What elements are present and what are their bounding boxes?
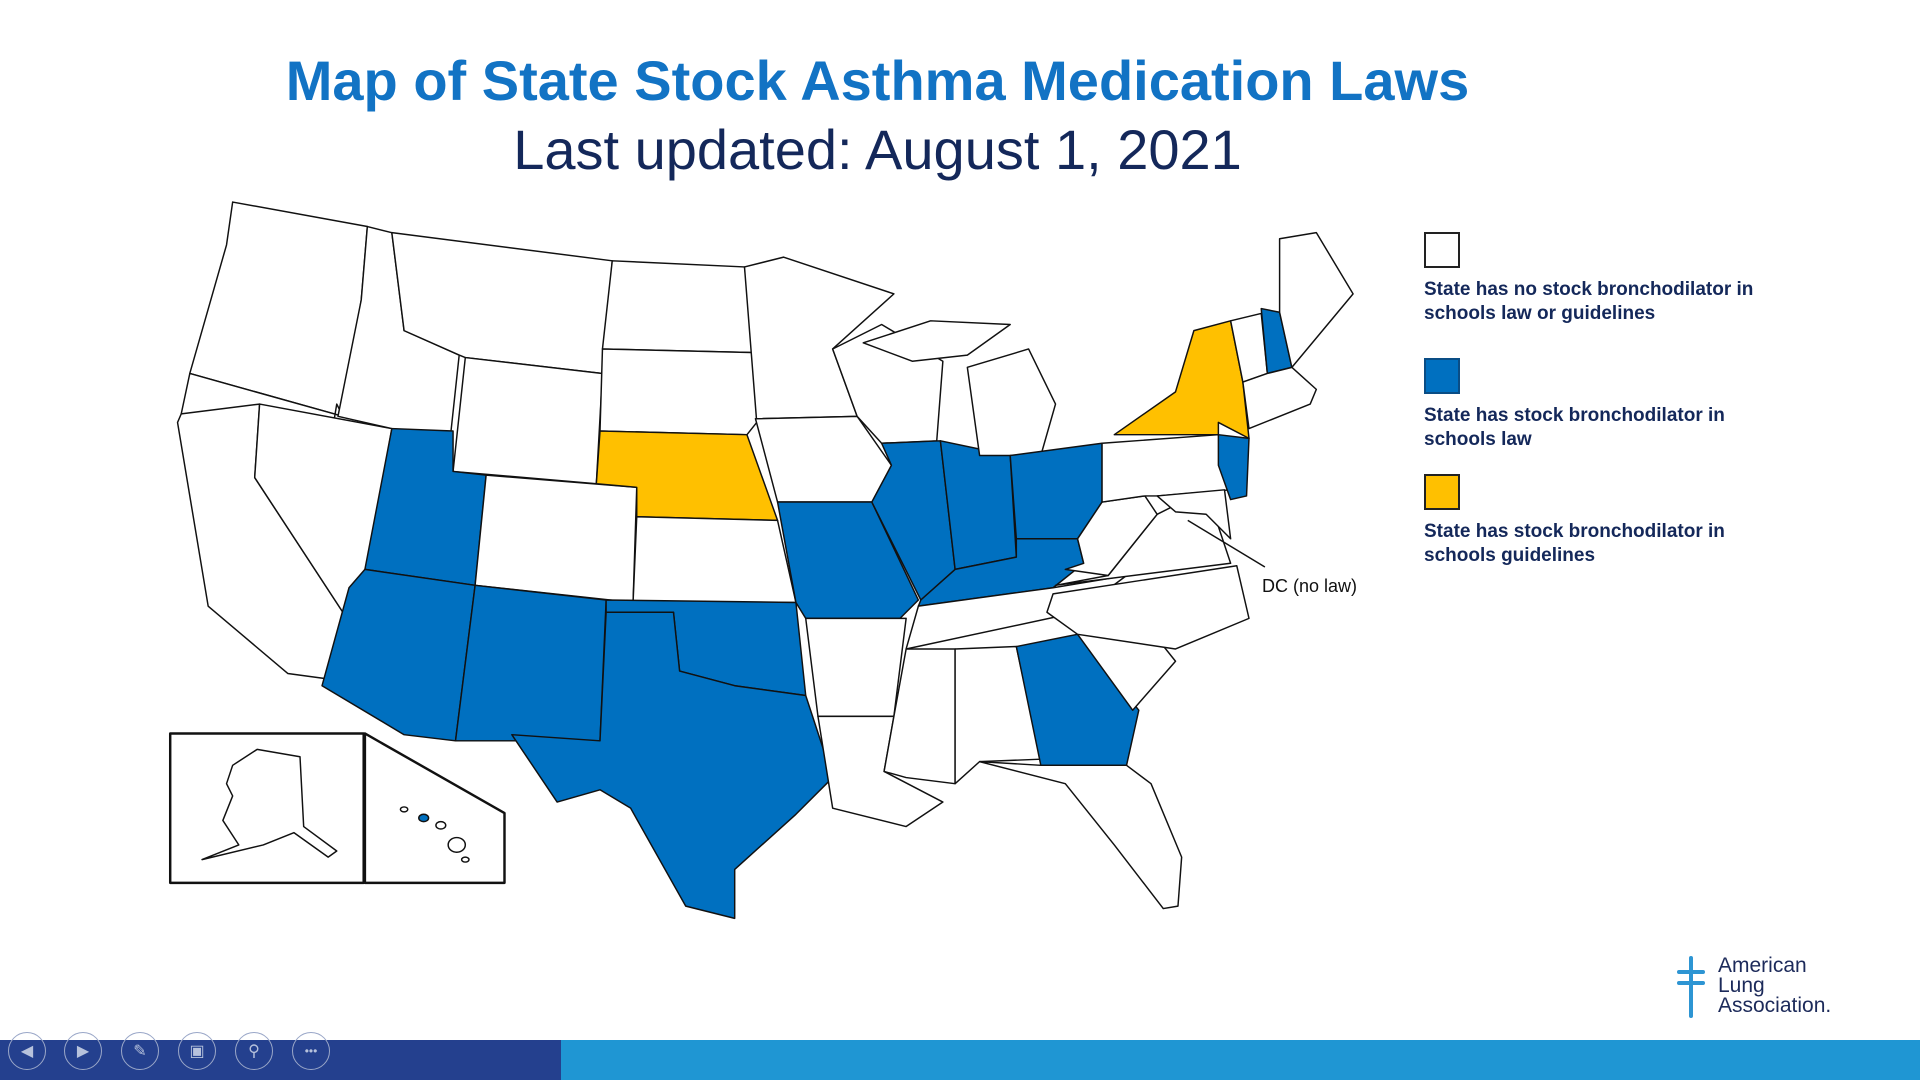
page-subtitle: Last updated: August 1, 2021 — [513, 118, 1242, 181]
state-mi — [862, 320, 1011, 362]
arrow-left-icon: ◀ — [20, 1043, 34, 1060]
state-md — [1156, 489, 1232, 540]
legend-item-law: State has stock bronchodilator in school… — [1424, 358, 1754, 452]
legend-swatch-blue — [1424, 358, 1460, 394]
next-slide-button[interactable]: ▶ — [64, 1032, 102, 1070]
state-sd — [599, 348, 758, 436]
state-wy — [452, 356, 604, 485]
dc-label: DC (no law) — [1262, 576, 1358, 596]
page-title: Map of State Stock Asthma Medication Law… — [285, 49, 1470, 112]
state-nd — [601, 260, 757, 354]
state-hi-island — [399, 806, 409, 813]
legend-swatch-yellow — [1424, 474, 1460, 510]
logo-line: Lung — [1718, 974, 1765, 997]
logo-line: Association. — [1718, 994, 1832, 1017]
pen-icon: ✎ — [133, 1043, 147, 1060]
state-hi-island — [435, 820, 447, 830]
see-all-slides-button[interactable]: ▣ — [178, 1032, 216, 1070]
lorraine-cross-icon — [1677, 956, 1705, 1018]
state-hi-island — [447, 836, 467, 853]
hawaii-inset-box — [363, 732, 506, 885]
legend-item-guidelines: State has stock bronchodilator in school… — [1424, 474, 1754, 568]
state-me — [1278, 231, 1354, 369]
state-co — [474, 474, 638, 604]
pen-tool-button[interactable]: ✎ — [121, 1032, 159, 1070]
arrow-right-icon: ▶ — [76, 1043, 90, 1060]
state-nm — [454, 584, 607, 742]
ellipsis-icon: ••• — [304, 1044, 318, 1058]
state-ak — [201, 748, 338, 861]
legend-label: State has stock bronchodilator in school… — [1424, 405, 1725, 450]
legend-label: State has no stock bronchodilator in sch… — [1424, 279, 1754, 324]
state-hi-island — [460, 856, 470, 863]
state-ar — [804, 617, 907, 718]
american-lung-association-logo: American Lung Association. — [1676, 954, 1832, 1018]
state-hi-island — [418, 813, 430, 823]
state-nj — [1217, 433, 1250, 501]
state-ne_eng — [1242, 366, 1318, 430]
legend-label: State has stock bronchodilator in school… — [1424, 521, 1725, 566]
state-mi — [966, 348, 1057, 457]
state-al — [954, 645, 1042, 785]
more-options-button[interactable]: ••• — [292, 1032, 330, 1070]
magnifier-icon: ⚲ — [248, 1043, 260, 1060]
zoom-button[interactable]: ⚲ — [235, 1032, 273, 1070]
dc-leader-line — [1187, 519, 1266, 568]
state-nc — [1046, 564, 1250, 650]
previous-slide-button[interactable]: ◀ — [8, 1032, 46, 1070]
state-tx — [511, 611, 834, 920]
legend-swatch-white — [1424, 232, 1460, 268]
logo-line: American — [1718, 954, 1807, 977]
legend-item-no-law: State has no stock bronchodilator in sch… — [1424, 232, 1754, 326]
state-fl — [978, 760, 1183, 910]
state-ks — [632, 516, 797, 604]
slides-grid-icon: ▣ — [189, 1043, 205, 1060]
state-ny — [1113, 320, 1250, 440]
state-ga — [1015, 633, 1140, 767]
